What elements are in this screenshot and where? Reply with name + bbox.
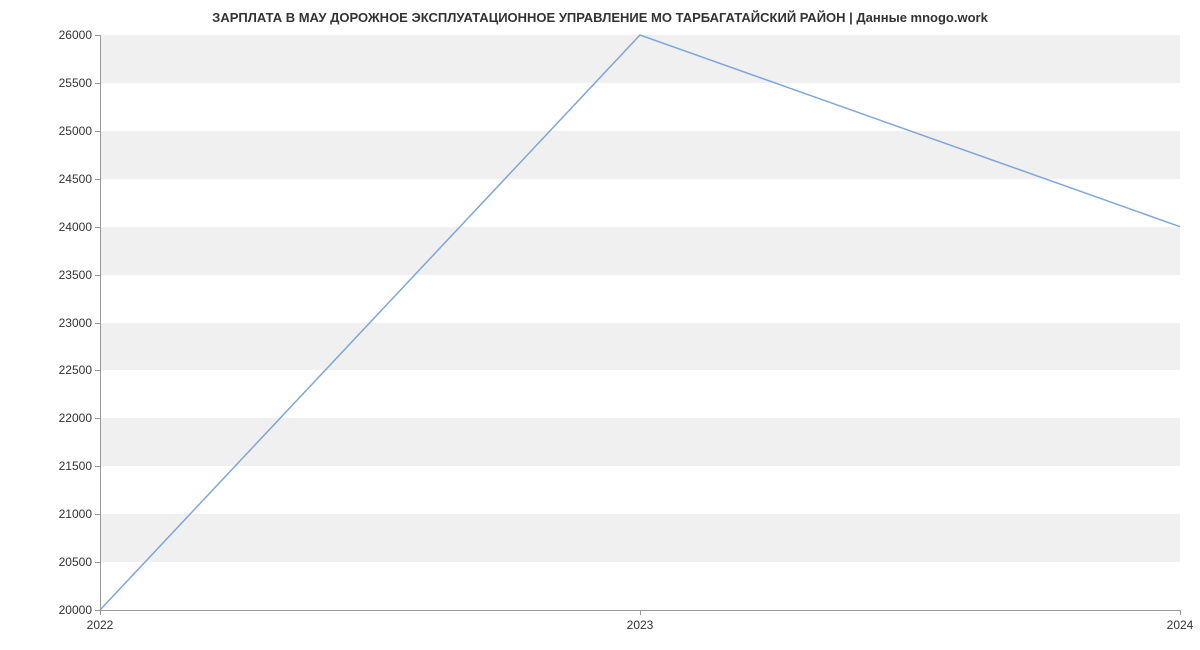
line-layer <box>100 35 1180 610</box>
xtick-label: 2023 <box>627 610 654 632</box>
plot-area: 2000020500210002150022000225002300023500… <box>100 35 1180 610</box>
chart-title: ЗАРПЛАТА В МАУ ДОРОЖНОЕ ЭКСПЛУАТАЦИОННОЕ… <box>0 10 1200 25</box>
xtick-label: 2022 <box>87 610 114 632</box>
ytick-label: 25000 <box>59 124 100 138</box>
y-axis-line <box>100 35 101 610</box>
ytick-label: 24000 <box>59 220 100 234</box>
ytick-label: 22500 <box>59 363 100 377</box>
ytick-label: 26000 <box>59 28 100 42</box>
ytick-label: 21000 <box>59 507 100 521</box>
x-axis-line <box>100 610 1180 611</box>
ytick-label: 25500 <box>59 76 100 90</box>
ytick-label: 21500 <box>59 459 100 473</box>
ytick-label: 22000 <box>59 411 100 425</box>
xtick-label: 2024 <box>1167 610 1194 632</box>
chart-container: ЗАРПЛАТА В МАУ ДОРОЖНОЕ ЭКСПЛУАТАЦИОННОЕ… <box>0 0 1200 650</box>
ytick-label: 20500 <box>59 555 100 569</box>
ytick-label: 23500 <box>59 268 100 282</box>
ytick-label: 24500 <box>59 172 100 186</box>
ytick-label: 23000 <box>59 316 100 330</box>
series-line <box>100 35 1180 610</box>
